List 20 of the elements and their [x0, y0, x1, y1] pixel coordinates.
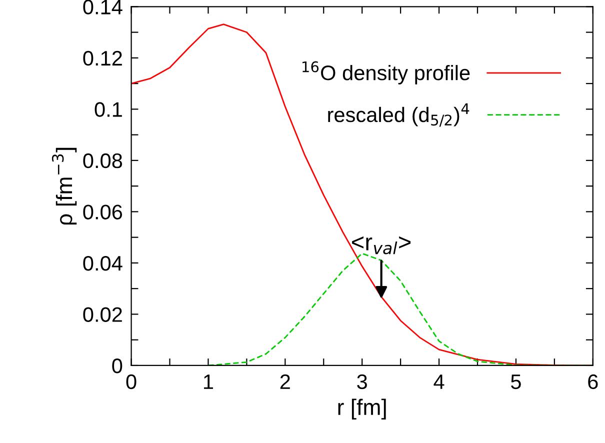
x-tick-label: 0	[126, 374, 136, 390]
y-axis-title: ρ [fm$^{−3}$]	[52, 148, 77, 225]
x-tick-label: 4	[434, 374, 444, 389]
y-tick-label: 0.04	[83, 256, 122, 271]
x-tick-label: 5	[511, 374, 521, 390]
y-tick-label: 0.06	[83, 204, 122, 220]
y-tick-label: 0	[112, 358, 122, 374]
x-tick-label: 6	[588, 374, 598, 390]
y-tick-label: 0.02	[83, 307, 122, 322]
y-tick-label: 0.12	[83, 50, 122, 66]
y-tick-label: 0.08	[83, 153, 122, 168]
x-axis-title: r [fm]	[338, 398, 386, 420]
legend-label: $^{16}$O density profile	[302, 61, 470, 84]
y-tick-label: 0.1	[94, 102, 122, 117]
x-tick-label: 2	[280, 374, 290, 389]
x-tick-label: 3	[357, 374, 367, 390]
legend-label: rescaled (d$_{5/2}$)$^{4}$	[328, 103, 470, 127]
x-tick-label: 1	[204, 374, 213, 389]
annotation: <r$_{val}$>	[352, 236, 411, 254]
y-tick-label: 0.14	[83, 0, 122, 14]
